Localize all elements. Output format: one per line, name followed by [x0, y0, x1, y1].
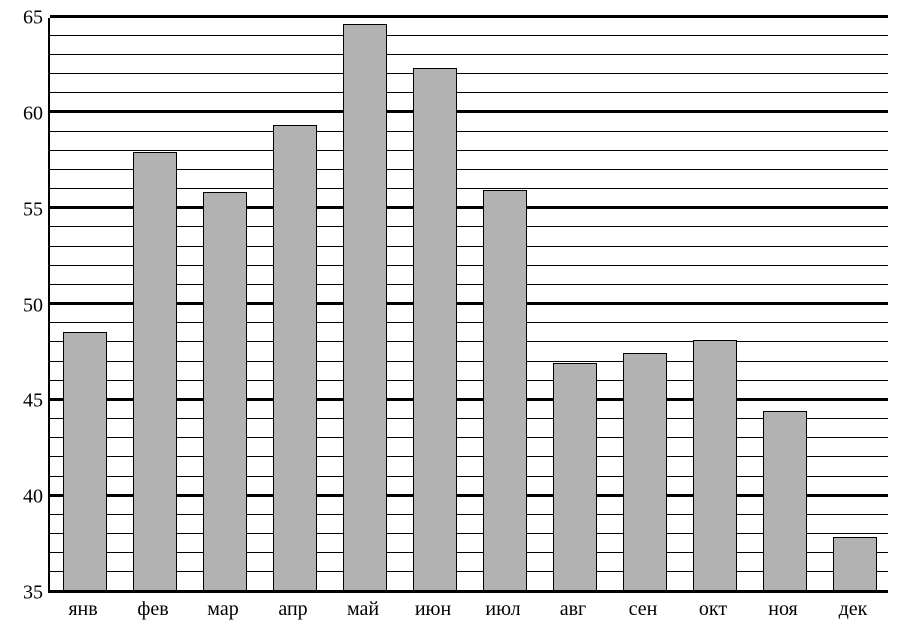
- y-tick-label: 45: [23, 390, 43, 413]
- bar-chart: 35 40 45 50 55 60 65 янв фев мар апр май июн июл авг се…: [0, 0, 899, 635]
- x-tick-label: июл: [485, 598, 520, 621]
- x-tick-label: май: [347, 598, 379, 621]
- x-tick-label: окт: [699, 598, 727, 621]
- bar: [133, 152, 176, 591]
- x-tick-label: сен: [629, 598, 658, 621]
- plot-area: [48, 18, 888, 593]
- x-tick-label: авг: [560, 598, 587, 621]
- x-tick-label: янв: [68, 598, 97, 621]
- y-tick-label: 40: [23, 486, 43, 509]
- bar: [483, 190, 526, 591]
- y-tick-label: 55: [23, 198, 43, 221]
- bar: [553, 363, 596, 591]
- bar: [203, 192, 246, 591]
- bar: [273, 125, 316, 591]
- x-tick-label: мар: [207, 598, 238, 621]
- bars-container: [50, 18, 888, 591]
- bar: [63, 332, 106, 591]
- bar: [623, 353, 666, 591]
- x-tick-label: фев: [137, 598, 168, 621]
- y-tick-label: 65: [23, 7, 43, 30]
- bar: [343, 24, 386, 591]
- bar: [833, 537, 876, 591]
- y-tick-label: 35: [23, 582, 43, 605]
- x-tick-label: июн: [415, 598, 451, 621]
- bar: [763, 411, 806, 591]
- bar: [413, 68, 456, 591]
- y-tick-label: 50: [23, 294, 43, 317]
- x-tick-label: апр: [278, 598, 307, 621]
- y-tick-label: 60: [23, 102, 43, 125]
- x-tick-label: ноя: [768, 598, 798, 621]
- bar: [693, 340, 736, 591]
- x-tick-label: дек: [839, 598, 868, 621]
